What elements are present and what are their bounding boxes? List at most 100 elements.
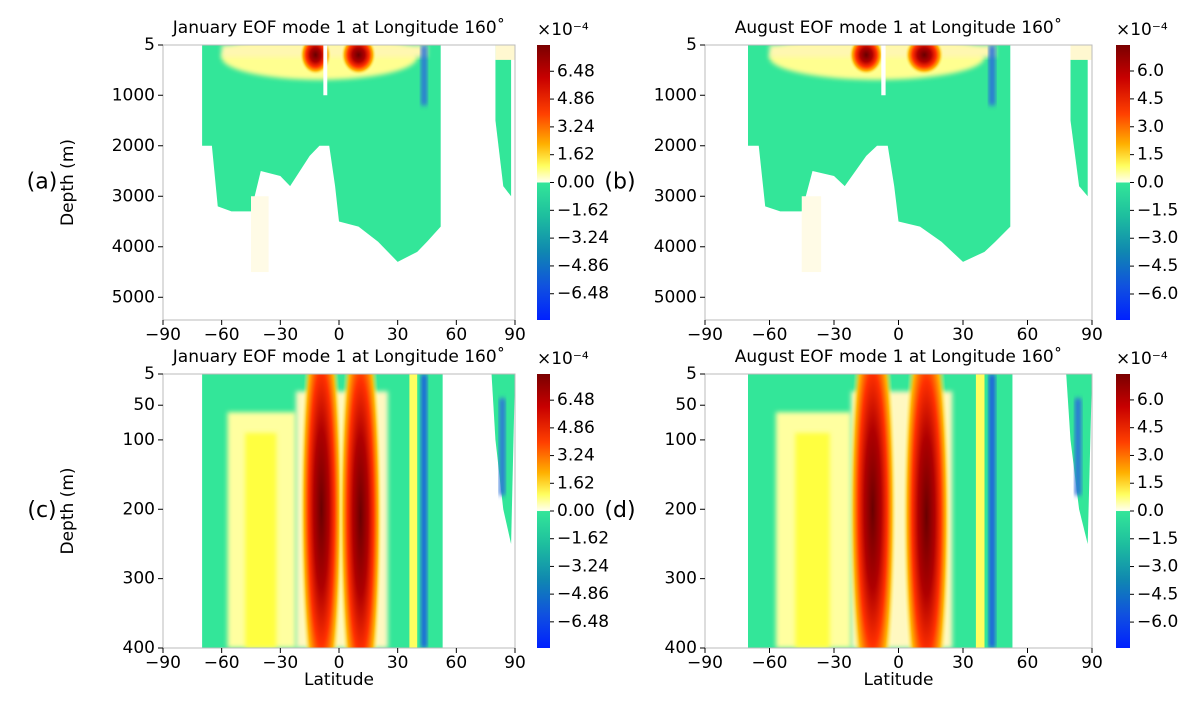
colorbar-tick-label: 4.86: [557, 418, 595, 438]
x-tick-label: 60: [1017, 325, 1039, 345]
field-strip: [988, 374, 996, 648]
x-tick-label: −30: [262, 325, 298, 345]
x-axis-label: Latitude: [864, 670, 934, 690]
field-blob: [904, 45, 944, 75]
field-band: [1070, 45, 1092, 60]
field-band: [495, 45, 515, 60]
colorbar-tick-label: −1.5: [1137, 529, 1178, 549]
field-strip: [421, 45, 427, 106]
colorbar-tick-label: −3.24: [557, 556, 609, 576]
colorbar-tick-label: −1.5: [1137, 200, 1178, 220]
x-tick-label: 60: [446, 325, 468, 345]
x-tick-label: 30: [387, 325, 409, 345]
contour-field: [748, 374, 1092, 648]
x-tick-label: −60: [752, 653, 788, 673]
field-blob: [849, 45, 884, 75]
y-tick-label: 50: [133, 395, 155, 415]
field-blob: [299, 374, 343, 648]
y-tick-label: 3000: [112, 186, 155, 206]
panel-label: (b): [604, 170, 635, 195]
colorbar-tick-label: −1.62: [557, 529, 609, 549]
colorbar-tick-label: 4.5: [1137, 418, 1164, 438]
panel-title: January EOF mode 1 at Longitude 160˚: [172, 346, 505, 367]
colorbar-tick-label: 3.24: [557, 117, 595, 137]
panel-label: (c): [27, 498, 56, 523]
y-tick-label: 300: [665, 569, 697, 589]
field-blob: [902, 374, 951, 648]
y-tick-label: 50: [675, 395, 697, 415]
colorbar-tick-label: −4.86: [557, 256, 609, 276]
x-tick-label: 60: [446, 653, 468, 673]
panel-label: (a): [27, 170, 58, 195]
x-tick-label: 0: [893, 653, 904, 673]
colorbar-label: ×10⁻⁴: [537, 20, 589, 40]
field-region: [251, 196, 269, 273]
field-blob: [849, 374, 897, 648]
colorbar-tick-label: 0.0: [1137, 173, 1164, 193]
colorbar-tick-label: −4.5: [1137, 584, 1178, 604]
field-band: [245, 432, 277, 648]
contour-field: [202, 45, 515, 273]
panel: August EOF mode 1 at Longitude 160˚ (d) −9…: [604, 346, 1178, 690]
y-tick-label: 5000: [654, 287, 697, 307]
colorbar-tick-label: −3.0: [1137, 557, 1178, 577]
field-region: [202, 45, 441, 262]
colorbar-tick-label: 6.0: [1137, 390, 1164, 410]
y-tick-label: 3000: [654, 186, 697, 206]
field-region: [1070, 45, 1088, 197]
x-axis-label: Latitude: [304, 670, 374, 690]
panel-label: (d): [604, 498, 635, 523]
x-tick-label: 90: [1081, 325, 1103, 345]
y-tick-label: 400: [123, 638, 155, 658]
colorbar-tick-label: 0.00: [557, 501, 595, 521]
x-tick-label: −90: [687, 653, 723, 673]
y-tick-label: 5: [144, 35, 155, 55]
panel: August EOF mode 1 at Longitude 160˚ (b) −9…: [604, 17, 1178, 345]
colorbar-tick-label: 1.5: [1137, 473, 1164, 493]
x-tick-label: −60: [752, 325, 788, 345]
colorbar-tick-label: 6.0: [1137, 61, 1164, 81]
x-tick-label: −30: [816, 325, 852, 345]
colorbar-tick-label: 1.5: [1137, 145, 1164, 165]
y-tick-label: 4000: [112, 237, 155, 257]
field-region: [495, 45, 512, 197]
contour-field: [748, 45, 1092, 273]
colorbar-tick-label: 1.62: [557, 145, 595, 165]
x-tick-label: 30: [952, 653, 974, 673]
colorbar-label: ×10⁻⁴: [537, 349, 589, 369]
colorbar-tick-label: 3.24: [557, 446, 595, 466]
panel-title: January EOF mode 1 at Longitude 160˚: [172, 17, 505, 38]
y-tick-label: 5: [144, 364, 155, 384]
field-band: [795, 432, 830, 648]
colorbar-tick-label: 4.5: [1137, 89, 1164, 109]
y-tick-label: 4000: [654, 237, 697, 257]
colorbar-tick-label: 4.86: [557, 89, 595, 109]
colorbar: [1116, 374, 1130, 648]
field-strip: [499, 398, 506, 496]
y-tick-label: 5: [686, 364, 697, 384]
field-region: [748, 45, 1011, 262]
colorbar-tick-label: 3.0: [1137, 445, 1164, 465]
colorbar: [1116, 45, 1130, 320]
x-tick-label: −60: [204, 325, 240, 345]
y-axis-label: Depth (m): [58, 467, 78, 554]
y-axis-label: Depth (m): [58, 139, 78, 226]
x-tick-label: −30: [816, 653, 852, 673]
x-tick-label: 90: [1081, 653, 1103, 673]
field-strip: [409, 374, 418, 648]
x-tick-label: −90: [145, 653, 181, 673]
field-blob: [340, 45, 377, 75]
field-strip: [421, 374, 427, 648]
y-tick-label: 200: [123, 499, 155, 519]
field-blob: [339, 374, 383, 648]
colorbar-tick-label: 3.0: [1137, 117, 1164, 137]
y-tick-label: 300: [123, 569, 155, 589]
field-gap: [323, 45, 328, 96]
colorbar-tick-label: −1.62: [557, 200, 609, 220]
panel-title: August EOF mode 1 at Longitude 160˚: [735, 346, 1062, 367]
x-tick-label: −60: [204, 653, 240, 673]
x-tick-label: −90: [687, 325, 723, 345]
field-region: [801, 196, 822, 273]
